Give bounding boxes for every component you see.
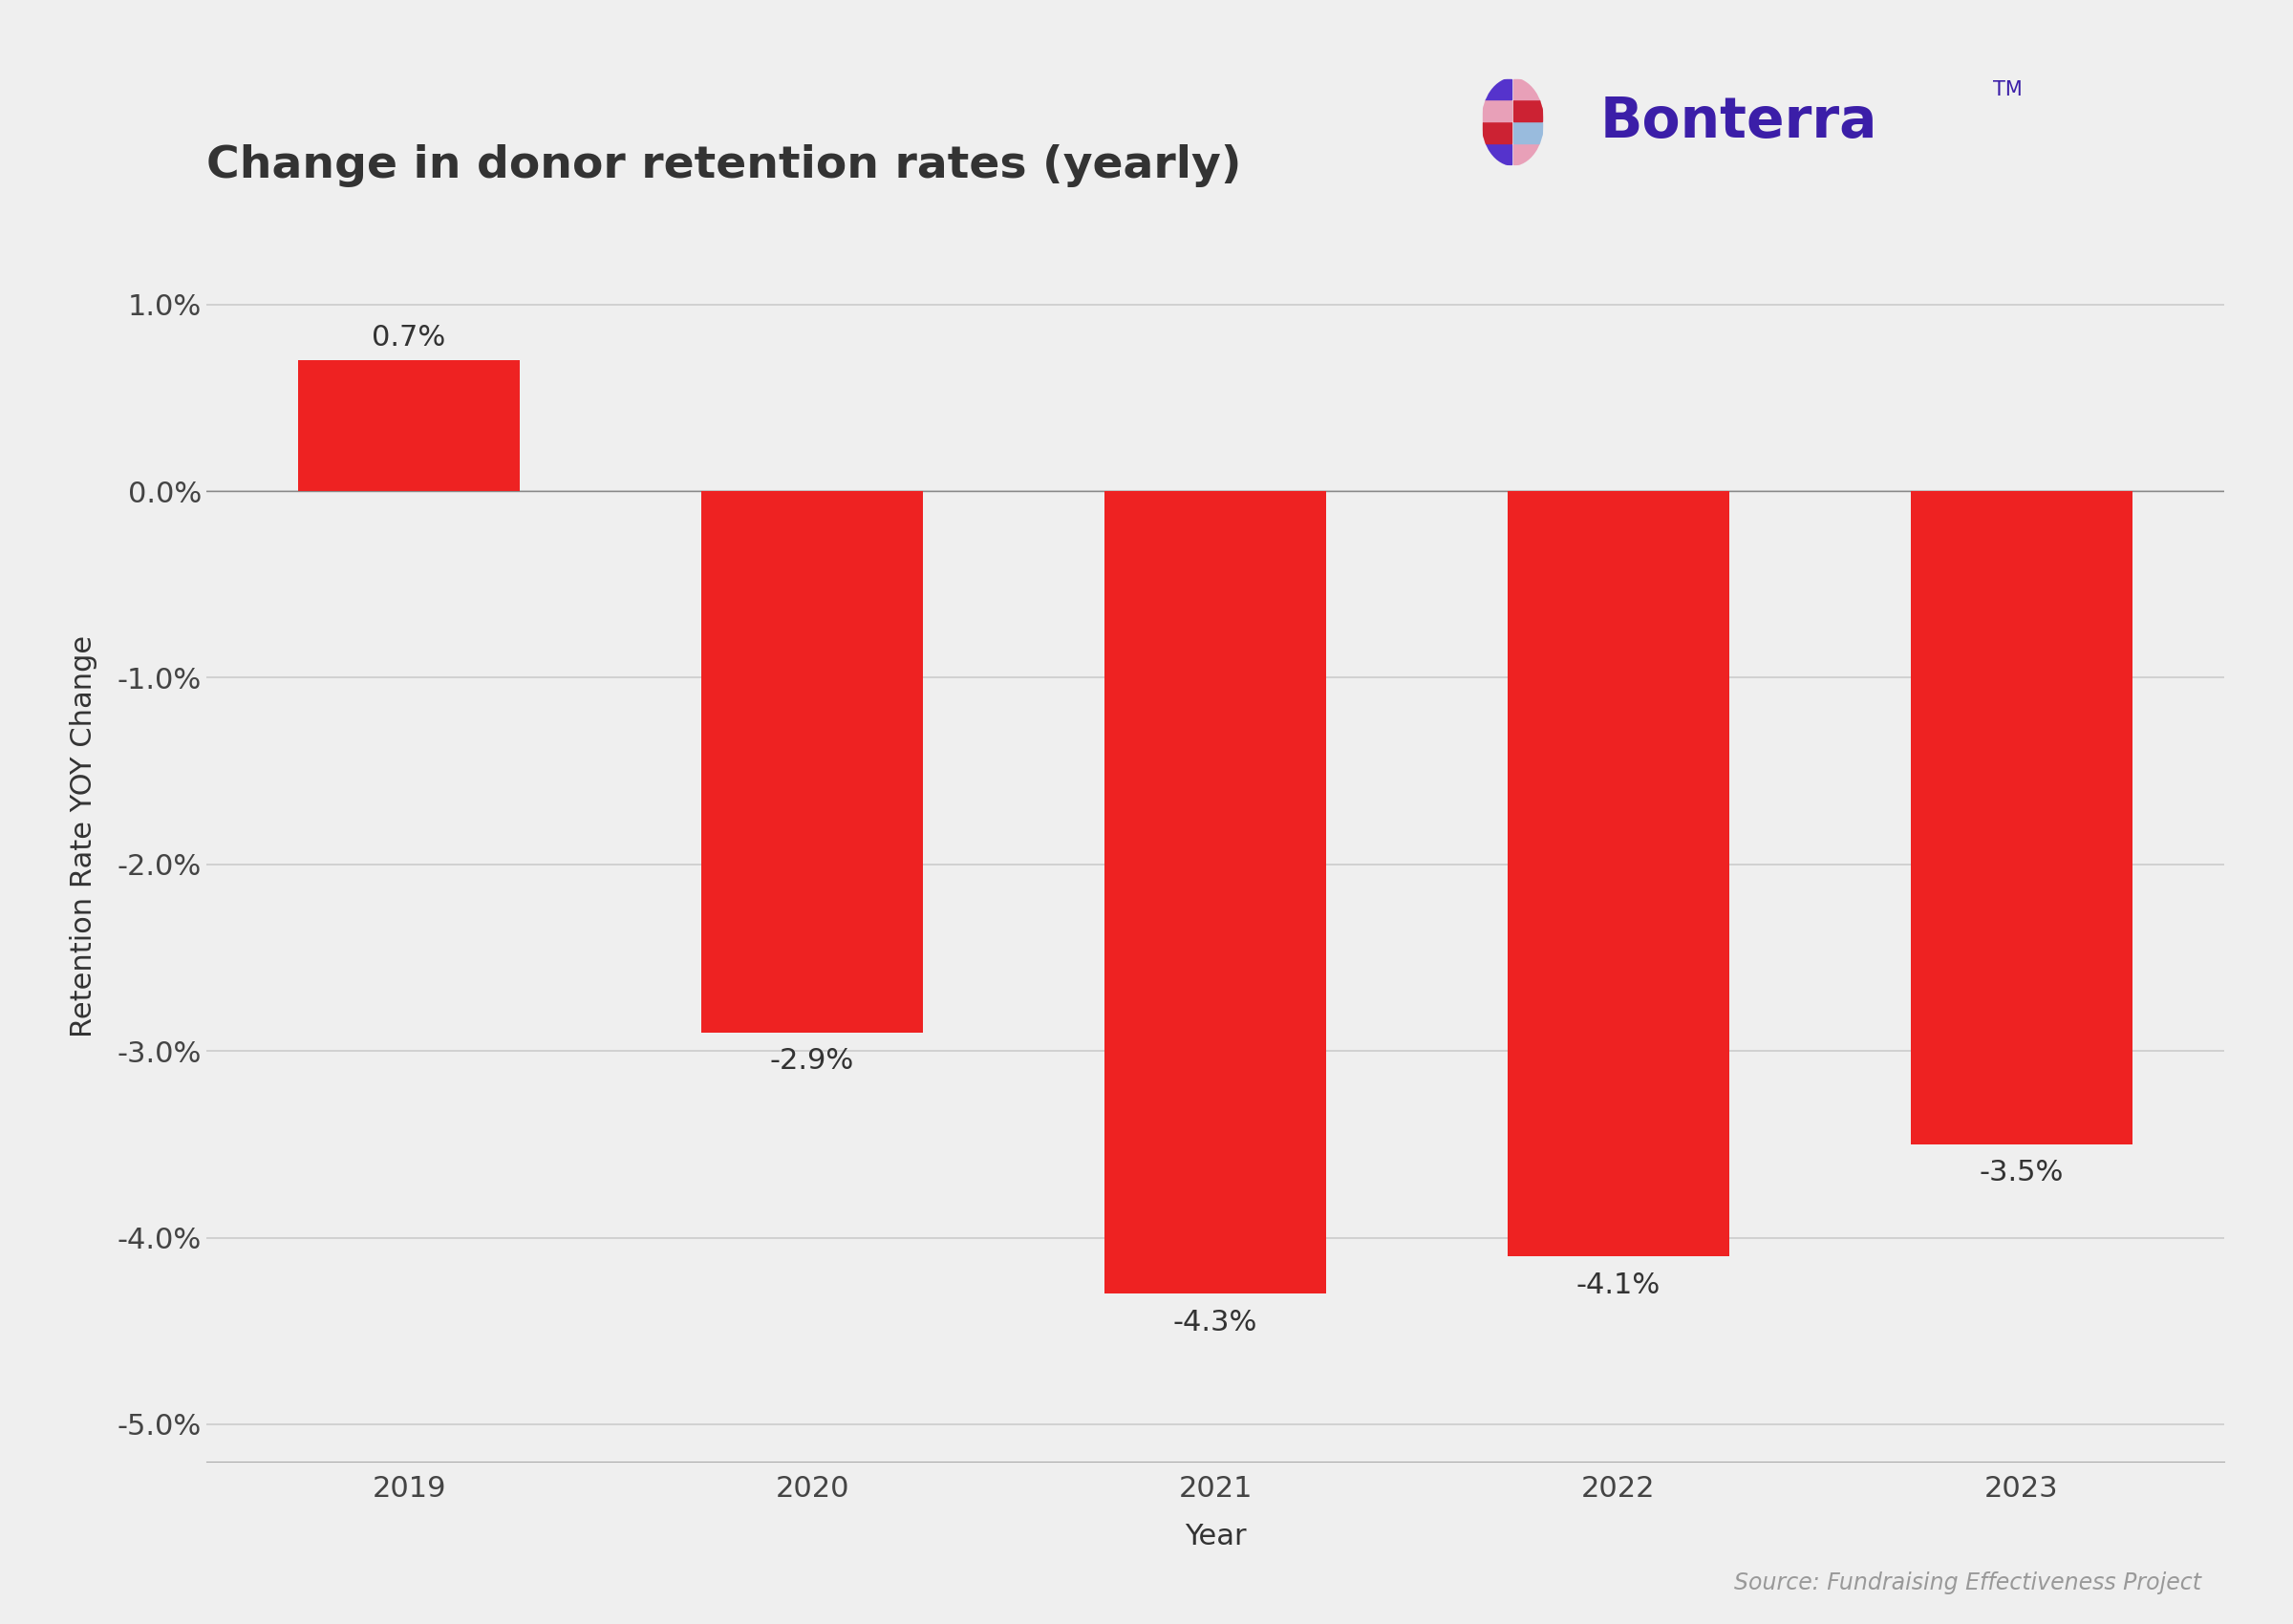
Text: -4.3%: -4.3% [1174, 1309, 1257, 1337]
Y-axis label: Retention Rate YOY Change: Retention Rate YOY Change [69, 635, 96, 1038]
X-axis label: Year: Year [1185, 1522, 1245, 1551]
Text: -4.1%: -4.1% [1575, 1272, 1660, 1299]
Text: -2.9%: -2.9% [770, 1047, 855, 1075]
Bar [298, 361, 521, 490]
Bar [1910, 490, 2132, 1145]
Bar [1484, 101, 1511, 122]
Bar [1484, 80, 1511, 99]
Bar [1513, 145, 1543, 164]
Bar [1105, 490, 1325, 1294]
Bar [1513, 122, 1543, 143]
Text: -3.5%: -3.5% [1979, 1160, 2064, 1187]
Bar [1507, 490, 1729, 1257]
Text: Change in donor retention rates (yearly): Change in donor retention rates (yearly) [206, 145, 1241, 187]
Bar [1484, 145, 1511, 164]
Text: 0.7%: 0.7% [371, 323, 445, 351]
Bar [1513, 80, 1543, 99]
Bar [1484, 122, 1511, 143]
Text: TM: TM [1993, 80, 2022, 99]
Bar [1513, 101, 1543, 122]
Text: Source: Fundraising Effectiveness Project: Source: Fundraising Effectiveness Projec… [1734, 1572, 2201, 1595]
Bar [702, 490, 924, 1033]
Text: Bonterra: Bonterra [1601, 94, 1878, 149]
